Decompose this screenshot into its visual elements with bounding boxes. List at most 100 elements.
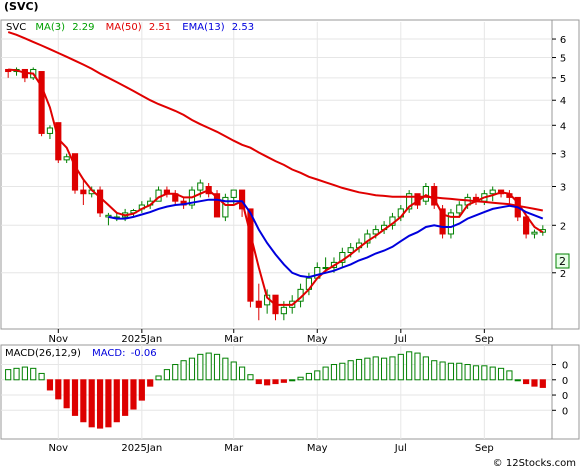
macd-x-tick-label: Mar (224, 443, 244, 454)
macd-bar (264, 379, 271, 386)
macd-bar (238, 366, 246, 381)
price-y-tick-label: 2 (560, 221, 566, 232)
price-y-tick-label: 4 (560, 121, 566, 132)
macd-x-tick-label: May (307, 443, 328, 454)
last-price-label: 2 (559, 255, 566, 268)
price-y-tick-label: 2 (560, 269, 566, 280)
ticker-label: (SVC) (4, 0, 39, 13)
macd-bar (247, 374, 254, 381)
macd-bar (431, 360, 438, 381)
macd-bar (163, 369, 170, 381)
macd-bar (180, 360, 187, 381)
price-x-tick-label: Nov (49, 334, 69, 345)
macd-bar (514, 379, 521, 382)
macd-bar (230, 361, 237, 381)
ema13-line (108, 198, 544, 279)
macd-bar (397, 353, 404, 381)
macd-bar (289, 379, 296, 382)
macd-bar (46, 379, 54, 391)
candle-body (197, 182, 204, 191)
macd-bar (506, 370, 513, 381)
candle-body (531, 231, 538, 235)
macd-bar (172, 364, 179, 381)
candle-body (238, 189, 246, 210)
macd-bar (464, 364, 471, 381)
legend-ema13-label: EMA(13) (182, 22, 224, 33)
macd-x-tick-label: Nov (49, 443, 69, 454)
macd-bar (481, 365, 488, 381)
candle-body (80, 189, 87, 195)
macd-bar (222, 357, 229, 381)
macd-bar (255, 379, 262, 385)
last-price-box (555, 253, 570, 269)
price-y-tick-label: 5 (560, 74, 566, 85)
candle-body (489, 189, 496, 195)
macd-bar (138, 379, 145, 401)
macd-bar (406, 351, 413, 381)
macd-bar (372, 356, 379, 381)
candle-body (38, 71, 45, 134)
candle-body (347, 247, 354, 253)
price-y-tick-label: 6 (560, 35, 566, 46)
legend-ma3-label: MA(3) (35, 22, 65, 33)
macd-bar (122, 379, 129, 416)
macd-bar (55, 379, 62, 400)
candle-body (280, 306, 287, 315)
macd-bar (38, 372, 45, 381)
price-panel (0, 19, 553, 330)
macd-bar (497, 367, 505, 381)
candle-body (247, 208, 254, 302)
macd-bar (305, 372, 313, 381)
candle-body (322, 267, 329, 270)
macd-bar (355, 358, 363, 381)
candle-body (46, 127, 54, 134)
macd-bar (456, 362, 463, 381)
macd-bar (13, 367, 20, 381)
macd-bar (489, 366, 496, 381)
macd-y-tick-label: 0 (562, 406, 568, 417)
macd-bar (272, 379, 279, 385)
macd-bar (531, 379, 538, 387)
macd-bar (80, 379, 87, 423)
legend-ma50-label: MA(50) (106, 22, 142, 33)
macd-bar (147, 379, 154, 387)
candle-body (96, 189, 104, 214)
macd-bar (197, 353, 204, 381)
macd-bar (280, 379, 287, 383)
macd-bar (422, 356, 429, 381)
macd-bar (447, 362, 455, 381)
macd-histogram (5, 351, 546, 429)
macd-bar (314, 370, 321, 381)
macd-x-axis: Nov 2025Jan Mar May Jul Sep (49, 443, 494, 454)
macd-y-axis: 0 0 0 0 (552, 361, 568, 417)
candle-body (406, 193, 413, 210)
macd-legend: MACD(26,12,9) MACD: -0.06 (5, 348, 157, 359)
macd-bar (88, 379, 95, 428)
macd-bar (188, 357, 196, 381)
macd-y-tick-label: 0 (562, 361, 568, 372)
macd-bar (71, 379, 79, 416)
price-y-tick-label: 4 (560, 96, 566, 107)
macd-bar (389, 356, 396, 381)
candle-body (447, 212, 455, 235)
macd-bar (364, 357, 371, 381)
candle-body (63, 156, 70, 161)
macd-x-tick-label: Sep (475, 443, 494, 454)
legend-ema13-value: 2.53 (232, 22, 254, 33)
macd-y-tick-label: 0 (562, 391, 568, 402)
macd-bar (297, 376, 304, 381)
macd-x-tick-label: Jul (394, 443, 407, 454)
candle-body (222, 196, 229, 218)
price-axis-box (551, 19, 580, 330)
macd-y-tick-label: 0 (562, 376, 568, 387)
macd-x-tick-label: 2025Jan (121, 443, 162, 454)
macd-bar (439, 361, 446, 381)
candle-body (456, 204, 463, 214)
macd-bar (381, 357, 388, 381)
macd-legend-value: -0.06 (131, 348, 157, 359)
candle-body (372, 229, 379, 235)
price-x-axis: Nov 2025Jan Mar May Jul Sep (49, 329, 494, 345)
macd-bar (205, 352, 212, 381)
price-x-tick-label: Mar (224, 334, 244, 345)
